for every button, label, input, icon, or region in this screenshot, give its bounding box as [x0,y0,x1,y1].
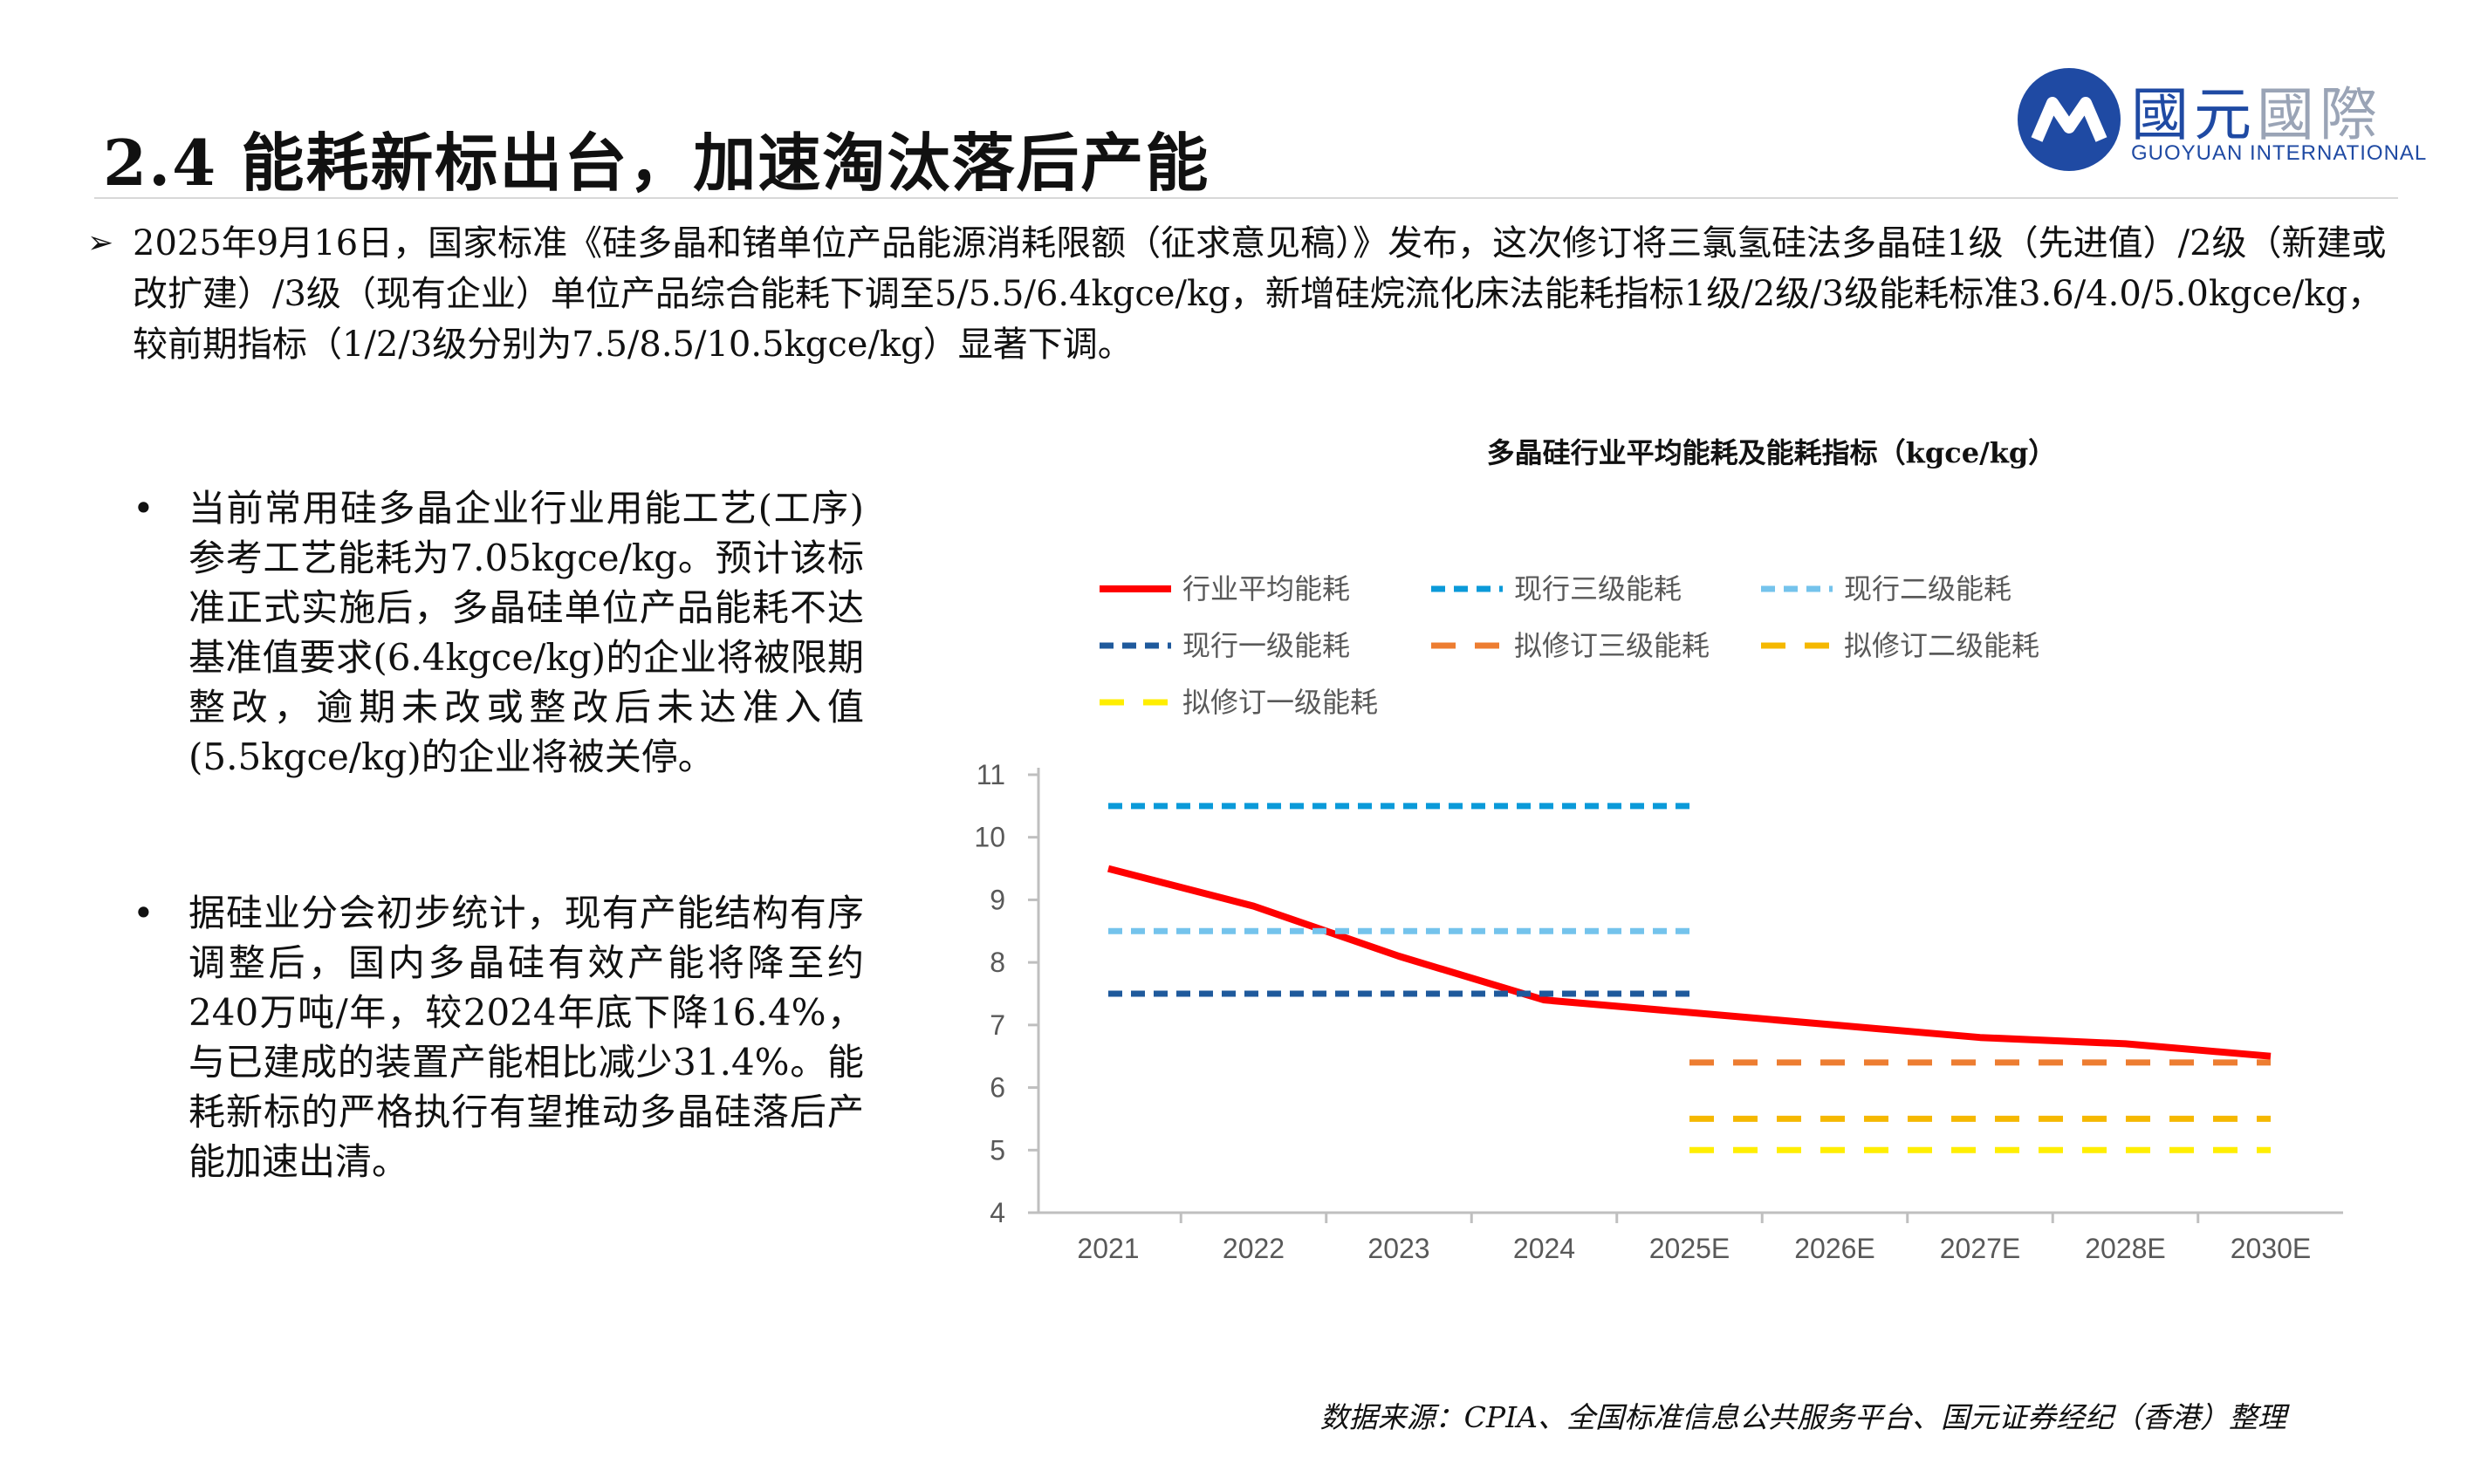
side-bullet-text: 据硅业分会初步统计，现有产能结构有序调整后，国内多晶硅有效产能将降至约240万吨… [188,892,864,1183]
y-tick-label: 7 [990,1009,1005,1041]
y-tick-label: 10 [974,822,1005,853]
legend-label: 现行一级能耗 [1182,630,1350,661]
y-tick-label: 9 [990,884,1005,915]
y-tick-label: 11 [977,759,1005,790]
chart-title: 多晶硅行业平均能耗及能耗指标（kgce/kg） [1486,436,2057,469]
x-tick-label: 2021 [1077,1233,1139,1264]
logo-emblem-icon [2018,68,2121,171]
x-tick-label: 2030E [2231,1233,2312,1264]
page-title: 2.4 能耗新标出台，加速淘汰落后产能 [103,126,1210,200]
logo-english-name: GUOYUAN INTERNATIONAL [2131,141,2428,165]
legend-label: 拟修订一级能耗 [1182,687,1378,718]
company-logo: 國元國際 GUOYUAN INTERNATIONAL [2018,68,2426,173]
side-bullet-text: 当前常用硅多晶企业行业用能工艺(工序)参考工艺能耗为7.05kgce/kg。预计… [188,487,864,778]
bullet-dot-icon: • [133,892,154,934]
legend-label: 现行二级能耗 [1844,573,2011,605]
y-tick-label: 6 [990,1072,1005,1104]
arrow-bullet-icon: ➢ [87,225,114,261]
header-divider [94,197,2398,199]
chart-axes: 4 5 6 7 8 9 10 11 2021 2022 2023 2024 2025E 2026E 2027… [974,759,2343,1264]
summary-text: 2025年9月16日，国家标准《硅多晶和锗单位产品能源消耗限额（征求意见稿）》发… [133,223,2387,365]
legend-label: 拟修订三级能耗 [1514,630,1710,661]
chart-plot-area [1107,803,2272,1153]
x-tick-label: 2024 [1513,1233,1575,1264]
y-tick-label: 8 [990,947,1005,978]
side-bullet-2: • 据硅业分会初步统计，现有产能结构有序调整后，国内多晶硅有效产能将降至约240… [133,888,864,1187]
legend-label: 现行三级能耗 [1514,573,1682,605]
legend-label: 拟修订二级能耗 [1844,630,2039,661]
logo-cn-bold: 國元 [2131,81,2257,148]
series-line [1107,865,2272,1060]
x-tick-label: 2027E [1940,1233,2021,1264]
y-tick-label: 4 [990,1197,1005,1228]
x-tick-label: 2025E [1649,1233,1730,1264]
bullet-dot-icon: • [133,487,154,530]
x-tick-label: 2028E [2085,1233,2166,1264]
side-bullet-1: • 当前常用硅多晶企业行业用能工艺(工序)参考工艺能耗为7.05kgce/kg。… [133,483,864,782]
x-tick-label: 2026E [1794,1233,1875,1264]
legend-label: 行业平均能耗 [1182,573,1350,605]
y-tick-label: 5 [990,1134,1005,1166]
logo-chinese-name: 國元國際 [2131,68,2382,152]
x-tick-label: 2023 [1367,1233,1429,1264]
x-tick-label: 2022 [1223,1233,1285,1264]
logo-cn-light: 國際 [2257,81,2382,148]
summary-bullet: ➢ 2025年9月16日，国家标准《硅多晶和锗单位产品能源消耗限额（征求意见稿）… [87,218,2400,370]
data-source-note: 数据来源：CPIA、全国标准信息公共服务平台、国元证券经纪（香港）整理 [1319,1400,2286,1434]
